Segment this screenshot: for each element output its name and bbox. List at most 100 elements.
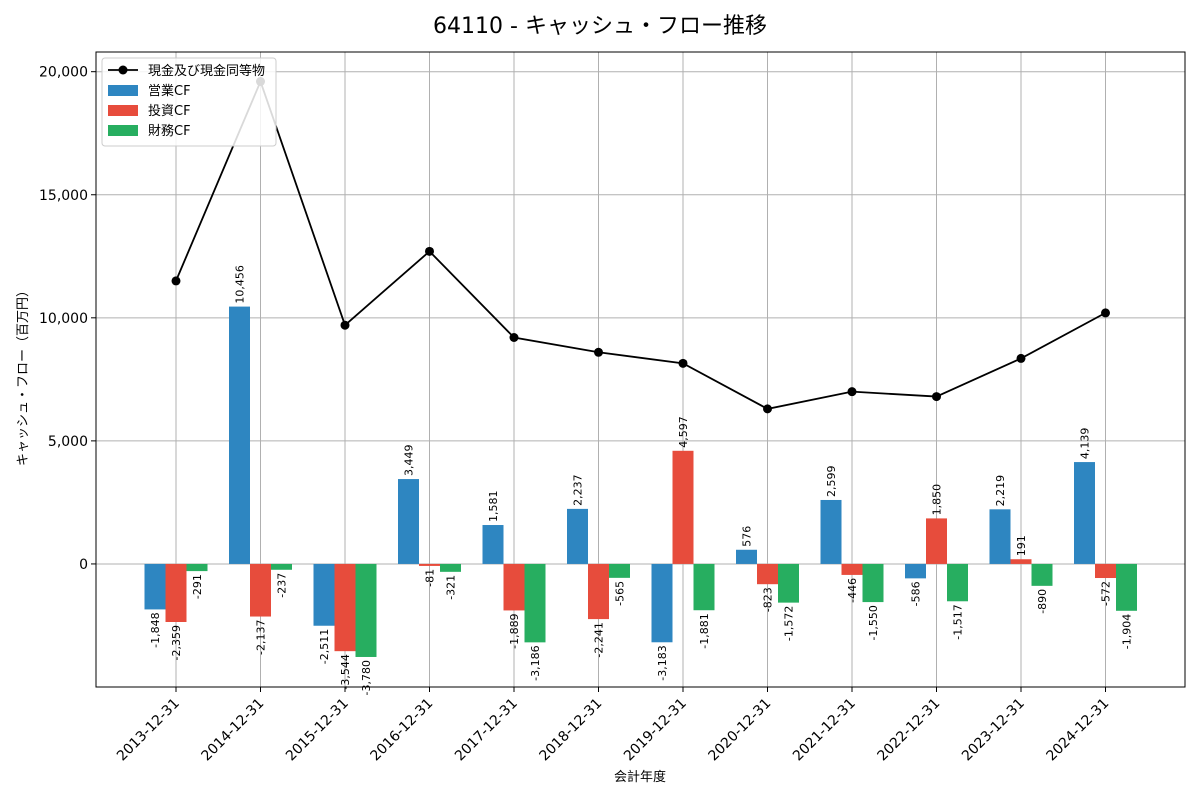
x-tick-label: 2021-12-31 bbox=[790, 696, 859, 765]
legend-label: 財務CF bbox=[148, 124, 191, 139]
bar-operating bbox=[905, 563, 926, 579]
cash-line-point bbox=[1101, 308, 1110, 318]
bar-data-label: -1,904 bbox=[1121, 614, 1134, 649]
bar-data-label: -2,511 bbox=[318, 629, 331, 664]
bar-financing bbox=[947, 563, 968, 602]
x-tick-label: 2014-12-31 bbox=[198, 696, 267, 765]
bar-financing bbox=[524, 563, 546, 643]
legend-marker bbox=[118, 65, 128, 75]
bar-data-label: -3,186 bbox=[529, 645, 542, 680]
x-axis-label: 会計年度 bbox=[614, 769, 666, 785]
bar-financing bbox=[693, 563, 715, 611]
y-tick-label: 15,000 bbox=[39, 188, 88, 204]
x-tick-label: 2018-12-31 bbox=[536, 696, 605, 765]
bar-financing bbox=[271, 563, 292, 570]
bar-data-label: -3,183 bbox=[656, 645, 669, 680]
plot-frame bbox=[95, 51, 1186, 688]
legend-bar-swatch bbox=[108, 105, 138, 116]
bar-data-label: -446 bbox=[846, 578, 859, 603]
bar-operating bbox=[736, 549, 757, 564]
bar-data-label: -1,889 bbox=[508, 613, 521, 648]
bar-data-label: -890 bbox=[1036, 589, 1049, 614]
bar-financing bbox=[186, 563, 208, 572]
bar-financing bbox=[440, 563, 461, 572]
bar-data-label: 10,456 bbox=[234, 265, 247, 304]
legend-box bbox=[101, 57, 277, 147]
x-axis-ticks: 2013-12-31 2014-12-31 2015-12-31 2016-12-31… bbox=[114, 687, 1112, 764]
bar-financing bbox=[609, 563, 630, 578]
x-tick-label: 2022-12-31 bbox=[874, 696, 943, 765]
chart-title: 64110 - キャッシュ・フロー推移 bbox=[433, 14, 767, 39]
legend-label: 投資CF bbox=[148, 103, 191, 119]
cash-line-point bbox=[594, 347, 603, 357]
y-tick-label: 5,000 bbox=[48, 434, 88, 450]
cash-line-point bbox=[932, 392, 941, 402]
bar-investing bbox=[672, 450, 694, 564]
bar-data-label: 576 bbox=[741, 526, 754, 547]
bar-financing bbox=[1116, 563, 1137, 611]
bar-operating bbox=[1074, 462, 1095, 564]
bar-data-label: -3,780 bbox=[360, 660, 373, 695]
bar-operating bbox=[651, 563, 673, 643]
bar-financing bbox=[862, 563, 884, 603]
bar-data-label: -823 bbox=[762, 587, 775, 612]
cash-line-point bbox=[171, 276, 181, 286]
cash-line-point bbox=[678, 358, 688, 368]
x-tick-label: 2017-12-31 bbox=[452, 696, 521, 765]
bar-investing bbox=[165, 563, 187, 622]
bar-data-label: 4,597 bbox=[677, 416, 690, 448]
bar-data-label: 3,449 bbox=[403, 445, 416, 477]
bar-operating bbox=[398, 479, 419, 564]
bar-data-label: 191 bbox=[1015, 535, 1028, 556]
x-tick-label: 2013-12-31 bbox=[114, 696, 183, 765]
x-tick-label: 2023-12-31 bbox=[959, 696, 1028, 765]
bar-data-label: -291 bbox=[191, 574, 204, 599]
bar-investing bbox=[588, 563, 609, 620]
x-tick-label: 2015-12-31 bbox=[283, 696, 352, 765]
bar-investing bbox=[1010, 559, 1032, 564]
bar-operating bbox=[820, 499, 842, 564]
y-tick-label: 0 bbox=[79, 557, 88, 573]
bar-operating bbox=[313, 563, 335, 626]
bar-data-label: 4,139 bbox=[1079, 428, 1092, 460]
bar-data-label: -1,550 bbox=[867, 605, 880, 640]
bar-data-label: -81 bbox=[424, 569, 437, 587]
x-tick-label: 2019-12-31 bbox=[621, 696, 690, 765]
bar-investing bbox=[757, 563, 778, 585]
bar-data-label: 2,219 bbox=[994, 475, 1007, 507]
bar-data-label: -1,517 bbox=[952, 604, 965, 639]
bar-investing bbox=[926, 518, 947, 564]
cash-line-point bbox=[1016, 353, 1026, 363]
legend-label: 営業CF bbox=[148, 83, 191, 99]
bar-data-label: -237 bbox=[276, 573, 289, 598]
bar-data-label: -1,881 bbox=[698, 613, 711, 648]
cash-line-point bbox=[509, 333, 519, 343]
bar-investing bbox=[503, 563, 525, 611]
bar-data-label: -321 bbox=[445, 575, 458, 600]
bar-operating bbox=[567, 508, 588, 564]
bar-data-label: -572 bbox=[1100, 581, 1113, 606]
bar-data-label: -2,359 bbox=[170, 625, 183, 660]
y-tick-label: 10,000 bbox=[39, 311, 88, 327]
bar-operating bbox=[229, 306, 250, 564]
bar-operating bbox=[989, 509, 1011, 564]
cash-line-point bbox=[847, 387, 857, 397]
bar-operating bbox=[144, 563, 166, 610]
x-tick-label: 2024-12-31 bbox=[1043, 696, 1112, 765]
bar-data-label: -2,241 bbox=[593, 622, 606, 657]
cash-line-point bbox=[340, 320, 350, 330]
bar-data-label: -1,848 bbox=[149, 612, 162, 647]
x-tick-label: 2020-12-31 bbox=[705, 696, 774, 765]
bar-financing bbox=[1031, 563, 1053, 586]
bars bbox=[144, 306, 1137, 657]
y-axis-ticks: 0 5,000 10,000 15,000 20,000 bbox=[39, 65, 96, 573]
bar-data-label: 2,237 bbox=[572, 474, 585, 506]
bar-investing bbox=[419, 563, 440, 566]
bar-financing bbox=[778, 563, 799, 603]
bar-data-label: 2,599 bbox=[825, 465, 838, 497]
legend-bar-swatch bbox=[108, 85, 138, 96]
bar-operating bbox=[482, 525, 504, 564]
y-tick-label: 20,000 bbox=[39, 65, 88, 81]
cash-line-point bbox=[425, 246, 434, 256]
